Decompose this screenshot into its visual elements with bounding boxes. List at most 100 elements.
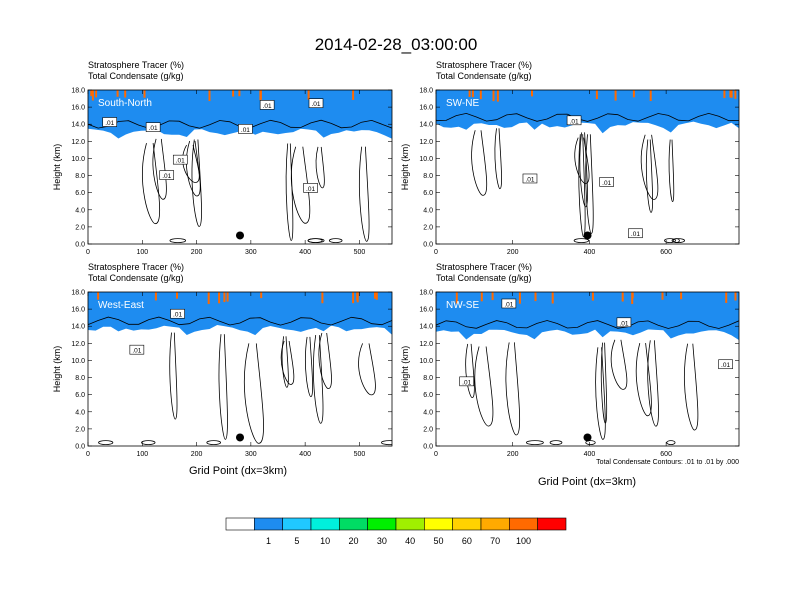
tracer-streak — [492, 90, 495, 102]
tracer-streak — [116, 90, 119, 97]
x-tick-label: 600 — [660, 249, 672, 256]
x-tick-label: 400 — [299, 451, 311, 458]
y-tick-label: 0.0 — [75, 242, 85, 249]
panel-label: West-East — [98, 300, 144, 311]
y-tick-label: 18.0 — [419, 88, 433, 95]
contour-blob — [169, 238, 187, 244]
y-tick-label: 4.0 — [75, 409, 85, 416]
colorbar-swatch — [452, 517, 482, 531]
y-tick-label: 14.0 — [419, 324, 433, 331]
marker-dot — [236, 231, 244, 240]
colorbar-label: 1 — [266, 536, 271, 546]
colorbar-label: 10 — [320, 536, 330, 546]
contour-line — [218, 334, 228, 440]
marker-dot — [583, 231, 592, 240]
tracer-streak — [455, 292, 458, 304]
contour-line — [494, 128, 502, 190]
x-tick-label: 100 — [136, 249, 148, 256]
colorbar-label: 50 — [433, 536, 443, 546]
y-tick-label: 16.0 — [71, 307, 85, 314]
contour-line — [88, 316, 392, 326]
contour-line — [610, 339, 628, 390]
y-axis-label: Height (km) — [400, 144, 410, 191]
panel-header-line1: Stratosphere Tracer (%) — [88, 262, 184, 272]
y-tick-label: 0.0 — [423, 444, 433, 451]
tracer-streak — [734, 292, 737, 301]
contour-line — [474, 346, 494, 427]
panel-frame — [87, 291, 393, 447]
y-tick-label: 14.0 — [419, 122, 433, 129]
panel-label: South-North — [98, 98, 152, 109]
tracer-streak — [124, 90, 127, 98]
contour-label: .01 — [570, 118, 579, 125]
contour-label: .01 — [162, 173, 171, 180]
contour-line — [574, 137, 590, 184]
contour-label-box — [170, 308, 185, 319]
contour-line — [285, 143, 294, 242]
panel-header-line2: Total Condensate (g/kg) — [88, 273, 184, 283]
contour-line — [436, 320, 739, 329]
contour-label: .01 — [173, 312, 182, 319]
contour-label-box — [102, 117, 118, 127]
colorbar-swatch — [480, 517, 510, 531]
x-tick-label: 0 — [434, 249, 438, 256]
panel-frame — [87, 89, 393, 245]
tracer-streak — [375, 292, 378, 300]
contour-line — [191, 139, 202, 227]
colorbar-label: 40 — [405, 536, 415, 546]
contour-label-box — [599, 177, 614, 187]
colorbar-label: 5 — [294, 536, 299, 546]
panel-header-line2: Total Condensate (g/kg) — [88, 71, 184, 81]
condensate-contours — [88, 316, 392, 446]
tracer-streak — [531, 90, 533, 97]
contour-line — [684, 343, 699, 431]
x-tick-label: 0 — [86, 249, 90, 256]
contour-line — [152, 138, 167, 200]
y-tick-label: 18.0 — [419, 290, 433, 297]
colorbar-swatch — [225, 517, 255, 531]
colorbar: 1 5 10 20 30 40 50 60 70 100 — [225, 517, 567, 546]
contour-label: .01 — [105, 120, 114, 127]
y-tick-label: 6.0 — [423, 190, 433, 197]
contour-line — [305, 336, 314, 398]
contour-line — [280, 340, 295, 385]
x-tick-label: 0 — [434, 451, 438, 458]
x-tick-label: 0 — [86, 451, 90, 458]
y-tick-label: 2.0 — [75, 426, 85, 433]
tracer-streak — [95, 90, 98, 98]
contour-label: .01 — [631, 231, 640, 238]
contour-line — [436, 112, 739, 122]
y-tick-label: 16.0 — [419, 105, 433, 112]
colorbar-swatch — [537, 517, 567, 531]
contour-label: .01 — [525, 176, 534, 183]
y-tick-label: 10.0 — [419, 156, 433, 163]
panel-2: Stratosphere Tracer (%)Total Condensate … — [400, 60, 740, 256]
tracer-streak — [729, 90, 732, 98]
tracer-streak — [734, 90, 737, 99]
contour-line — [313, 335, 324, 424]
y-axis-label: Height (km) — [400, 346, 410, 393]
contour-label: .01 — [176, 158, 185, 165]
tracer-streak — [661, 292, 664, 300]
tracer-streak — [591, 292, 594, 301]
y-tick-label: 8.0 — [75, 375, 85, 382]
contour-line — [142, 142, 160, 225]
tracer-streak — [595, 90, 598, 100]
tracer-field — [436, 292, 739, 341]
tracer-field — [88, 292, 392, 336]
condensate-contours — [436, 112, 739, 244]
tracer-streak — [218, 292, 221, 304]
tracer-streak — [649, 90, 652, 101]
contour-blob — [381, 440, 392, 445]
x-tick-label: 400 — [299, 249, 311, 256]
colorbar-swatch — [282, 517, 312, 531]
contour-line — [169, 332, 178, 420]
panel-4: Stratosphere Tracer (%)Total Condensate … — [400, 262, 740, 458]
x-axis-label-left: Grid Point (dx=3km) — [189, 465, 287, 477]
contour-blob — [585, 440, 596, 446]
contour-line — [635, 342, 652, 417]
contour-line — [585, 134, 594, 234]
y-tick-label: 2.0 — [423, 426, 433, 433]
contour-label-box — [616, 317, 632, 328]
tracer-band — [436, 90, 739, 134]
